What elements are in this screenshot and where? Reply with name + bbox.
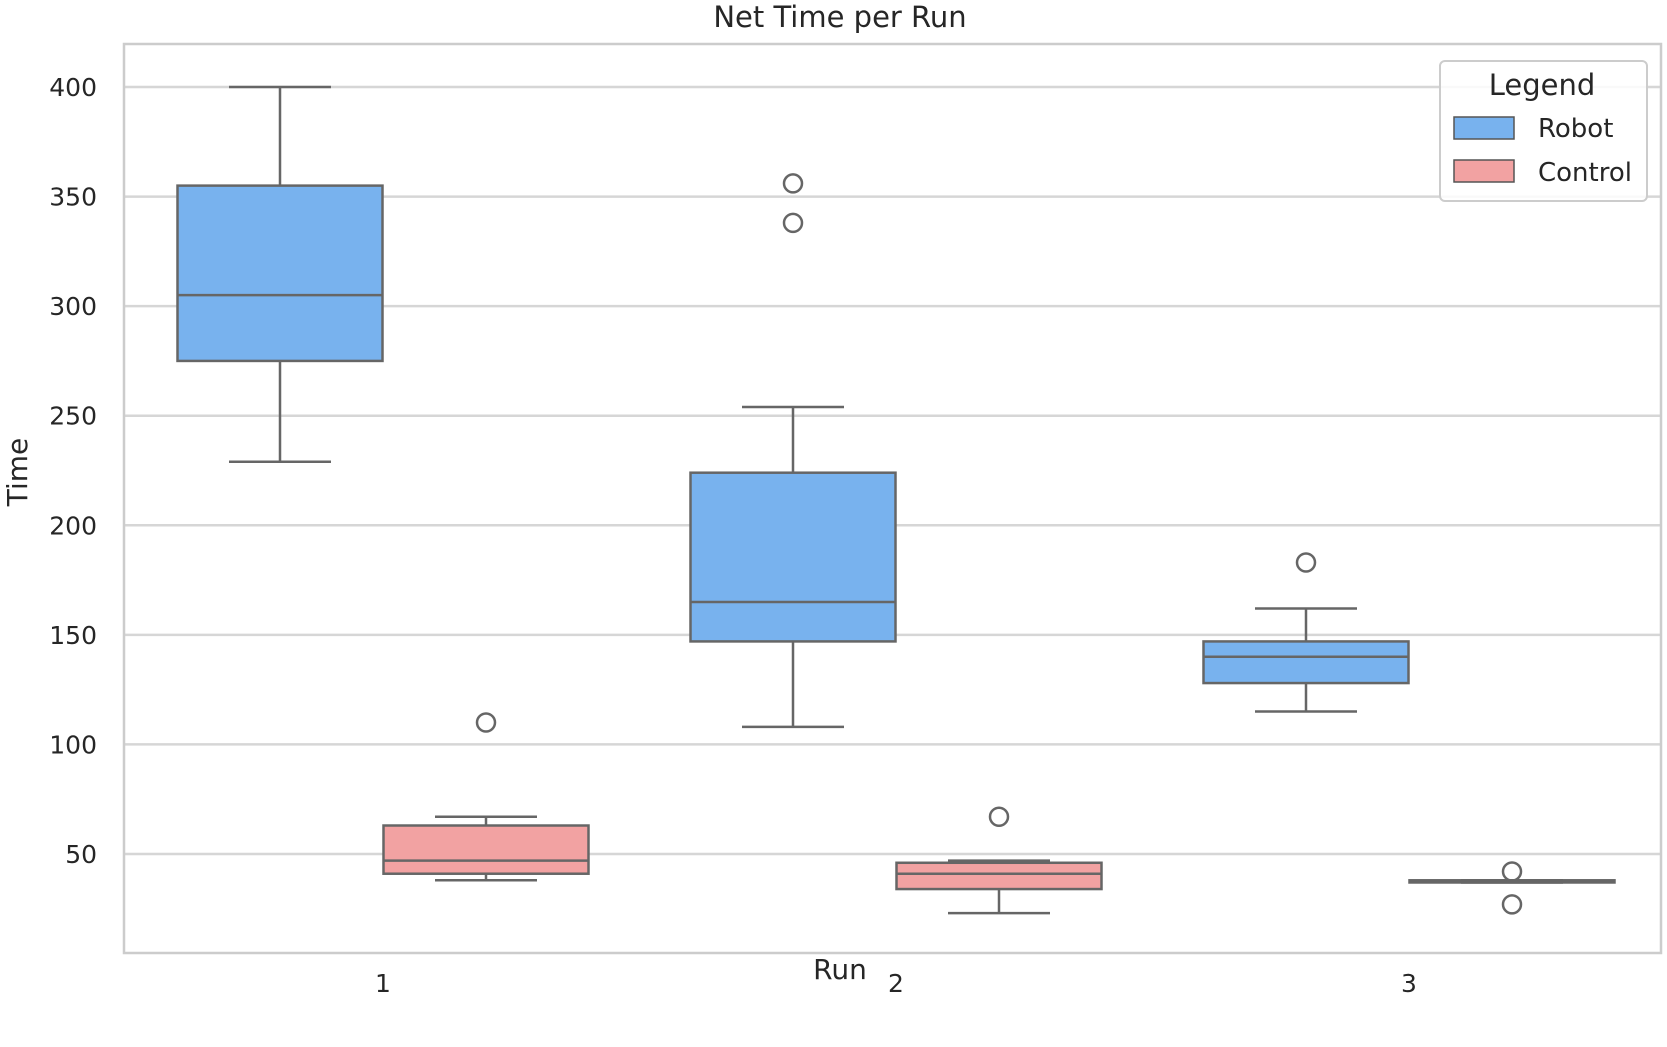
outlier-point <box>782 173 804 194</box>
x-tick-label-2: 2 <box>888 969 904 998</box>
box-iqr <box>1202 640 1410 685</box>
y-tick-label-400: 400 <box>49 73 97 102</box>
x-tick-labels: 1 2 3 <box>375 969 1417 998</box>
plot-frame <box>122 42 1663 955</box>
y-tick-label-50: 50 <box>65 840 97 869</box>
box-control-run-3 <box>1408 861 1616 915</box>
outlier-point <box>1501 861 1523 882</box>
box-control-run-2 <box>895 806 1103 915</box>
box-iqr <box>382 824 590 875</box>
y-tick-label-200: 200 <box>49 511 97 540</box>
x-tick-label-1: 1 <box>375 969 391 998</box>
box-robot-run-2 <box>689 173 897 729</box>
y-tick-label-150: 150 <box>49 621 97 650</box>
legend: Legend Robot Control <box>1439 60 1648 202</box>
chart-title: Net Time per Run <box>713 0 966 34</box>
y-tick-label-350: 350 <box>49 183 97 212</box>
outlier-point <box>988 806 1010 827</box>
legend-label-control: Control <box>1538 158 1632 188</box>
box-iqr <box>689 471 897 643</box>
box-iqr <box>176 184 384 363</box>
box-robot-run-1 <box>176 85 384 463</box>
boxes <box>176 85 1616 915</box>
x-tick-label-3: 3 <box>1401 969 1417 998</box>
x-axis-title: Run <box>813 953 867 986</box>
legend-swatch-robot <box>1453 116 1515 140</box>
outlier-point <box>1501 894 1523 915</box>
outlier-point <box>1295 552 1317 573</box>
box-iqr <box>895 861 1103 891</box>
y-tick-label-100: 100 <box>49 730 97 759</box>
y-tick-label-250: 250 <box>49 402 97 431</box>
legend-swatch-control <box>1453 159 1515 183</box>
legend-label-robot: Robot <box>1538 114 1613 144</box>
outlier-point <box>782 212 804 234</box>
outlier-point <box>475 712 497 733</box>
y-axis-title: Time <box>1 438 34 508</box>
legend-title: Legend <box>1489 68 1596 102</box>
box-robot-run-3 <box>1202 552 1410 713</box>
y-tick-labels: 50 100 150 200 250 300 350 400 <box>49 73 97 869</box>
box-control-run-1 <box>382 712 590 882</box>
y-tick-label-300: 300 <box>49 292 97 321</box>
